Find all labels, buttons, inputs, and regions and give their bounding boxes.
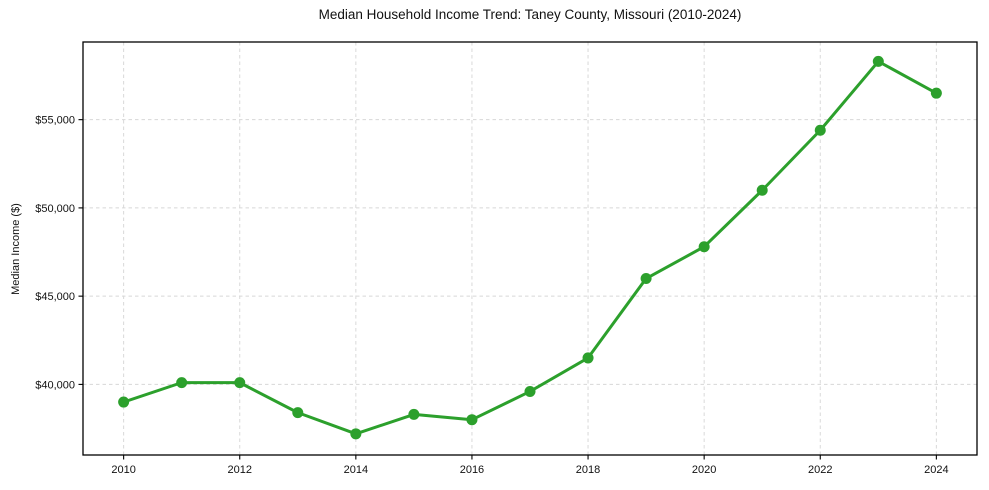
- x-tick-label: 2024: [924, 464, 948, 476]
- x-tick-label: 2012: [227, 464, 251, 476]
- y-tick-label: $45,000: [35, 291, 75, 303]
- data-point-marker: [872, 55, 884, 67]
- plot-border: [82, 41, 978, 456]
- x-tick-label: 2018: [576, 464, 600, 476]
- data-point-marker: [408, 408, 420, 420]
- data-point-marker: [814, 124, 826, 136]
- y-tick-label: $40,000: [35, 379, 75, 391]
- data-point-marker: [118, 396, 130, 408]
- data-point-marker: [640, 273, 652, 285]
- trend-line: [122, 59, 938, 436]
- data-point-marker: [698, 241, 710, 253]
- data-point-marker: [176, 377, 188, 389]
- data-point-marker: [466, 414, 478, 426]
- x-tick-label: 2020: [692, 464, 716, 476]
- data-point-marker: [524, 385, 536, 397]
- chart-title: Median Household Income Trend: Taney Cou…: [318, 7, 742, 22]
- x-tick-label: 2022: [808, 464, 832, 476]
- data-point-marker: [234, 377, 246, 389]
- x-tick-label: 2016: [460, 464, 484, 476]
- data-point-marker: [292, 407, 304, 419]
- x-tick-label: 2010: [111, 464, 135, 476]
- data-point-marker: [930, 87, 942, 99]
- data-point-marker: [582, 352, 594, 364]
- y-tick-label: $55,000: [35, 115, 75, 127]
- x-tick-label: 2014: [344, 464, 368, 476]
- y-tick-label: $50,000: [35, 203, 75, 215]
- data-point-marker: [756, 184, 768, 196]
- data-point-marker: [350, 428, 362, 440]
